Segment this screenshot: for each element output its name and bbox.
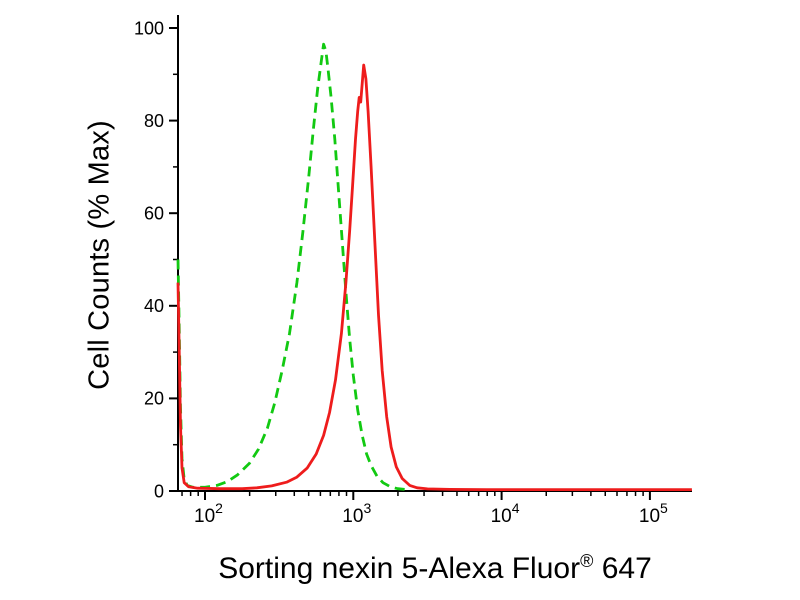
green-dashed-histogram	[176, 42, 407, 491]
registered-trademark-symbol: ®	[580, 551, 594, 571]
x-tick-label: 103	[342, 500, 371, 527]
x-axis-label-text: Sorting nexin 5-Alexa Fluor	[218, 552, 581, 585]
y-tick-label: 0	[154, 481, 164, 501]
x-axis-label-suffix: 647	[593, 552, 652, 585]
y-tick-label: 100	[134, 18, 164, 38]
red-solid-histogram	[176, 63, 692, 491]
y-axis-label: Cell Counts (% Max)	[83, 120, 116, 390]
y-tick-label: 80	[144, 111, 164, 131]
y-tick-label: 40	[144, 296, 164, 316]
y-tick-label: 60	[144, 204, 164, 224]
x-tick-label: 102	[194, 500, 223, 527]
y-tick-label: 20	[144, 389, 164, 409]
x-tick-label: 105	[639, 500, 668, 527]
x-axis-label: Sorting nexin 5-Alexa Fluor® 647	[0, 552, 800, 586]
x-tick-label: 104	[491, 500, 520, 527]
